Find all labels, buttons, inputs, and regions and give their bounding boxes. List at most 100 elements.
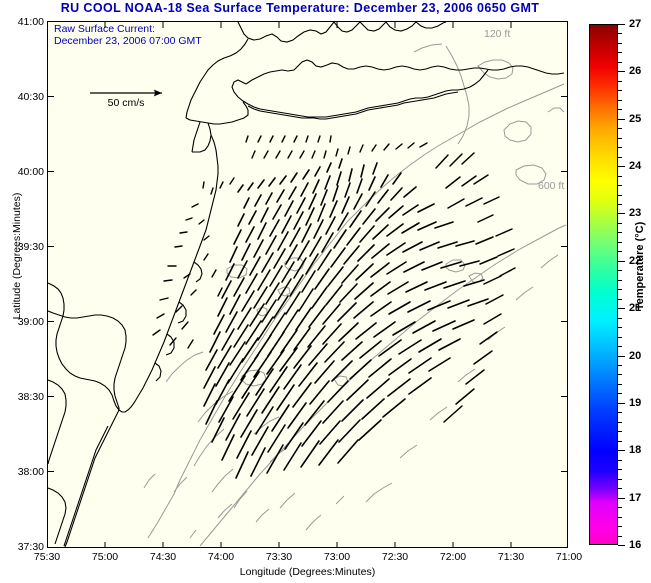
colorbar-minor-tick [618, 336, 622, 338]
y-tick-label: 39:00 [17, 316, 44, 328]
colorbar-minor-tick [618, 156, 622, 158]
colorbar-minor-tick [618, 42, 622, 44]
colorbar-tick [618, 24, 625, 25]
colorbar-tick-label: 25 [629, 112, 642, 125]
colorbar-minor-tick [618, 478, 622, 480]
colorbar-minor-tick [618, 270, 622, 272]
y-tick-label: 38:30 [17, 391, 44, 403]
colorbar-minor-tick [618, 365, 622, 367]
colorbar-tick-label: 17 [629, 491, 642, 504]
colorbar-minor-tick [618, 469, 622, 471]
colorbar-minor-tick [618, 194, 622, 196]
colorbar-minor-tick [618, 535, 622, 537]
y-tick-label: 39:30 [17, 241, 44, 253]
y-tick-label: 37:30 [17, 541, 44, 553]
map-graphics [48, 22, 567, 547]
depth-label-120ft: 120 ft [484, 28, 511, 40]
colorbar-tick [618, 118, 625, 120]
colorbar-minor-tick [618, 90, 622, 92]
arrow-right-icon [90, 89, 162, 97]
colorbar-minor-tick [618, 175, 622, 177]
colorbar-minor-tick [618, 33, 622, 35]
colorbar-minor-tick [618, 128, 622, 130]
colorbar-minor-tick [618, 412, 622, 414]
x-tick-label: 75:30 [33, 551, 61, 563]
temperature-colorbar [589, 24, 618, 545]
colorbar-minor-tick [618, 109, 622, 111]
colorbar-minor-tick [618, 526, 622, 528]
colorbar-tick [618, 260, 625, 262]
annotation-line-1: Raw Surface Current: [54, 23, 155, 35]
colorbar-tick-label: 27 [629, 18, 642, 30]
colorbar-tick-label: 19 [629, 396, 642, 409]
x-tick-label: 73:00 [323, 551, 351, 563]
colorbar-minor-tick [618, 61, 622, 63]
colorbar-tick [618, 545, 625, 546]
colorbar-minor-tick [618, 327, 622, 329]
colorbar-minor-tick [618, 147, 622, 149]
current-annotation: Raw Surface Current: December 23, 2006 0… [54, 23, 202, 47]
colorbar-minor-tick [618, 346, 622, 348]
colorbar-title: Temperature (°C) [634, 221, 646, 311]
velocity-scale-label: 50 cm/s [107, 97, 145, 109]
colorbar-minor-tick [618, 516, 622, 518]
y-tick-label: 41:00 [17, 16, 44, 28]
colorbar-tick-label: 18 [629, 444, 642, 457]
x-tick-label: 75:00 [91, 551, 119, 563]
colorbar-tick-label: 21 [629, 302, 642, 315]
colorbar-minor-tick [618, 279, 622, 281]
velocity-scale-legend: 50 cm/s [76, 88, 176, 109]
colorbar-minor-tick [618, 488, 622, 490]
colorbar-minor-tick [618, 137, 622, 139]
colorbar-minor-tick [618, 99, 622, 101]
x-tick-label: 74:00 [207, 551, 235, 563]
colorbar-minor-tick [618, 52, 622, 54]
colorbar-minor-tick [618, 383, 622, 385]
y-tick-label: 38:00 [17, 466, 44, 478]
x-tick-label: 72:00 [439, 551, 467, 563]
colorbar-tick-label: 23 [629, 207, 642, 220]
colorbar-tick-label: 22 [629, 254, 642, 267]
colorbar-minor-tick [618, 374, 622, 376]
scale-arrow [76, 88, 176, 98]
colorbar-minor-tick [618, 440, 622, 442]
page-title: RU COOL NOAA-18 Sea Surface Temperature:… [60, 1, 540, 15]
colorbar-ticks: 27 26 25 24 23 22 21 20 19 18 17 16 [589, 18, 641, 551]
x-tick-label: 71:00 [555, 551, 583, 563]
colorbar-minor-tick [618, 185, 622, 187]
x-tick-label: 72:30 [381, 551, 409, 563]
colorbar-tick [618, 166, 625, 168]
y-tick-label: 40:00 [17, 166, 44, 178]
colorbar-tick [618, 355, 625, 357]
colorbar-minor-tick [618, 289, 622, 291]
y-tick-label: 40:30 [17, 91, 44, 103]
depth-label-600ft: 600 ft [538, 180, 565, 192]
surface-current-vectors [152, 135, 516, 479]
x-tick-label: 74:30 [149, 551, 177, 563]
colorbar-minor-tick [618, 507, 622, 509]
annotation-line-2: December 23, 2006 07:00 GMT [54, 35, 202, 47]
coastline [48, 22, 565, 547]
colorbar-tick-label: 20 [629, 349, 642, 362]
colorbar-minor-tick [618, 222, 622, 224]
colorbar-minor-tick [618, 298, 622, 300]
colorbar-minor-tick [618, 317, 622, 319]
x-tick-label: 73:30 [265, 551, 293, 563]
colorbar-minor-tick [618, 251, 622, 253]
colorbar-tick [618, 402, 625, 404]
colorbar-minor-tick [618, 80, 622, 82]
axis-tick-marks [47, 21, 568, 548]
colorbar-minor-tick [618, 241, 622, 243]
map-plot-area [47, 21, 568, 548]
colorbar-tick [618, 71, 625, 73]
colorbar-minor-tick [618, 203, 622, 205]
colorbar-minor-tick [618, 431, 622, 433]
colorbar-tick [618, 497, 625, 499]
x-tick-label: 71:30 [497, 551, 525, 563]
colorbar-minor-tick [618, 393, 622, 395]
colorbar-tick [618, 450, 625, 452]
colorbar-tick-label: 16 [629, 539, 642, 551]
y-axis-title: Latitude (Degrees:Minutes) [11, 192, 23, 320]
x-axis-title: Longitude (Degrees:Minutes) [239, 566, 376, 578]
colorbar-tick-label: 26 [629, 65, 642, 78]
